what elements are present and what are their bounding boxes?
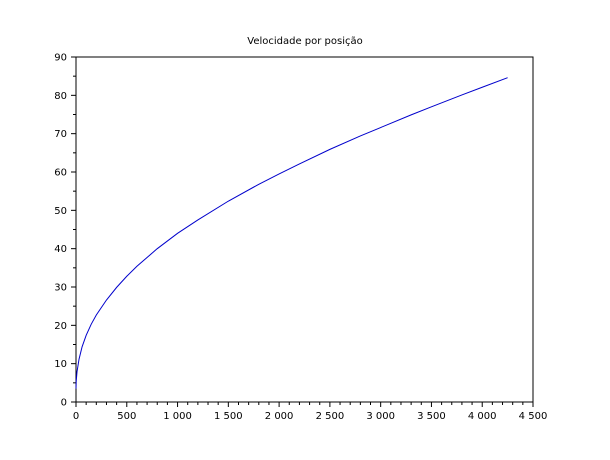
x-tick-label: 3 000 bbox=[366, 411, 395, 422]
chart-title: Velocidade por posição bbox=[247, 36, 363, 47]
y-tick-label: 30 bbox=[54, 283, 67, 294]
x-tick-label: 1 500 bbox=[214, 411, 243, 422]
series-layer bbox=[75, 77, 508, 389]
y-tick-label: 0 bbox=[61, 398, 67, 409]
x-tick-label: 4 000 bbox=[468, 411, 497, 422]
y-tick-label: 20 bbox=[54, 321, 67, 332]
x-tick-label: 500 bbox=[117, 411, 136, 422]
axes: 0 500 1 000 1 500 2 000 2 500 3 000 3 500 4 000 4… bbox=[54, 53, 547, 423]
x-tick-label: 2 500 bbox=[316, 411, 345, 422]
x-tick-label: 1 000 bbox=[163, 411, 192, 422]
x-tick-label: 3 500 bbox=[417, 411, 446, 422]
y-tick-label: 80 bbox=[54, 91, 67, 102]
y-tick-label: 40 bbox=[54, 244, 67, 255]
y-tick-label: 10 bbox=[54, 359, 67, 370]
plot-frame bbox=[75, 56, 534, 403]
y-tick-label: 60 bbox=[54, 168, 67, 179]
series-line-0 bbox=[75, 77, 508, 389]
y-tick-label: 50 bbox=[54, 206, 67, 217]
x-tick-label: 0 bbox=[73, 411, 79, 422]
y-tick-label: 90 bbox=[54, 53, 67, 64]
x-tick-label: 4 500 bbox=[519, 411, 548, 422]
x-tick-label: 2 000 bbox=[265, 411, 294, 422]
y-tick-label: 70 bbox=[54, 129, 67, 140]
